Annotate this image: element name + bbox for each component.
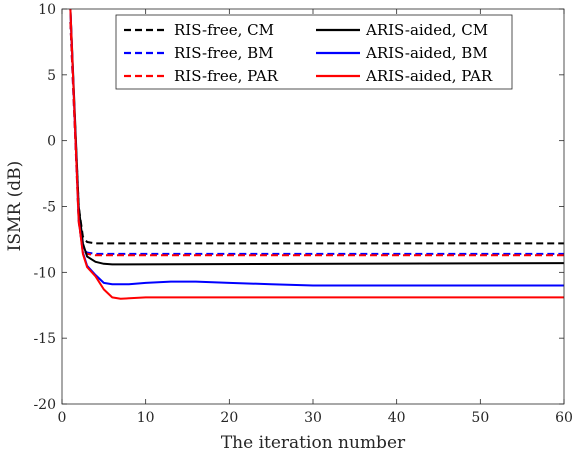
x-tick-label: 0 bbox=[58, 410, 67, 426]
x-axis-label: The iteration number bbox=[221, 433, 406, 453]
series-line-1 bbox=[69, 22, 564, 245]
plot-area bbox=[69, 9, 564, 300]
x-tick-label: 60 bbox=[555, 410, 573, 426]
y-tick-label: -5 bbox=[42, 200, 56, 216]
x-tick-label: 30 bbox=[304, 410, 322, 426]
axes-frame bbox=[61, 8, 565, 405]
legend-label: ARIS-aided, PAR bbox=[365, 67, 493, 85]
y-tick-label: 10 bbox=[38, 2, 56, 18]
series-layer bbox=[69, 9, 564, 300]
legend: RIS-free, CM RIS-free, BM RIS-free, PAR ARI… bbox=[115, 14, 513, 90]
legend-label: RIS-free, BM bbox=[174, 44, 274, 62]
legend-label: ARIS-aided, CM bbox=[365, 21, 488, 39]
x-tick-label: 20 bbox=[220, 410, 238, 426]
legend-label: ARIS-aided, BM bbox=[365, 44, 488, 62]
y-tick-label: 5 bbox=[47, 68, 56, 84]
y-tick-label: -15 bbox=[33, 331, 56, 347]
legend-label: RIS-free, PAR bbox=[174, 67, 279, 85]
series-line-6 bbox=[69, 9, 564, 300]
legend-label: RIS-free, CM bbox=[174, 21, 274, 39]
x-tick-label: 40 bbox=[388, 410, 406, 426]
x-tick-label: 50 bbox=[471, 410, 489, 426]
x-tick-label: 10 bbox=[137, 410, 155, 426]
y-tick-label: 0 bbox=[47, 134, 56, 150]
y-tick-label: -10 bbox=[33, 265, 56, 281]
legend-box bbox=[115, 14, 513, 90]
y-tick-label: -20 bbox=[33, 397, 56, 413]
y-axis-label: ISMR (dB) bbox=[5, 161, 25, 252]
